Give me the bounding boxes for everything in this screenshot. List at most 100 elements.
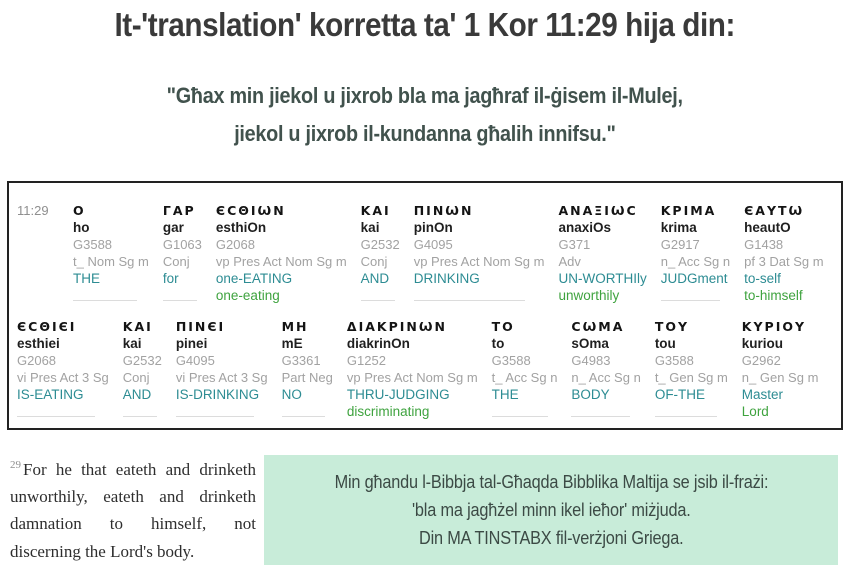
strongs-number: G1063 xyxy=(162,237,202,252)
gloss-primary: BODY xyxy=(571,387,610,402)
gloss-primary: for xyxy=(162,271,179,286)
entry-underline xyxy=(571,403,631,417)
greek-word: ΔΙΑΚΡΙΝѠΝ xyxy=(346,319,447,334)
greek-word: ЄСΘΙѠΝ xyxy=(215,203,286,218)
interlinear-entry: ΑΝΑΞΙѠС anaxiOs G371 Adv UN-WORTHIly unw… xyxy=(558,202,646,304)
entry-underline xyxy=(73,287,138,301)
parsing-code: pf 3 Dat Sg m xyxy=(744,254,824,269)
kjv-verse-number: 29 xyxy=(10,459,21,472)
gloss-primary: Master xyxy=(741,387,784,402)
gloss-secondary: one-eating xyxy=(215,288,280,303)
entry-underline xyxy=(413,287,525,301)
entry-underline xyxy=(660,287,720,301)
strongs-number: G2962 xyxy=(741,353,781,368)
interlinear-entry: ΠΙΝЄΙ pinei G4095 vi Pres Act 3 Sg IS-DR… xyxy=(175,318,268,417)
greek-word: ΓΑΡ xyxy=(162,203,196,218)
gloss-primary: THRU-JUDGING xyxy=(346,387,450,402)
strongs-number: G4983 xyxy=(571,353,611,368)
kjv-quote: 29 For he that eateth and drinketh unwort… xyxy=(10,456,256,565)
parsing-code: vp Pres Act Nom Sg m xyxy=(346,370,478,385)
interlinear-entry: ЄΑΥΤѠ heautO G1438 pf 3 Dat Sg m to-self… xyxy=(744,202,823,304)
note-line-1: Min għandu l-Bibbja tal-Għaqda Bibblika … xyxy=(334,471,768,492)
greek-word: ΚΡΙΜΑ xyxy=(660,203,717,218)
gloss-primary: THE xyxy=(491,387,519,402)
interlinear-row-1: 11:29 Ο ho G3588 t_ Nom Sg m THE ΓΑΡ gar… xyxy=(17,202,835,304)
transliteration: heautO xyxy=(744,220,791,235)
verse-reference: 11:29 xyxy=(17,203,49,218)
entry-underline xyxy=(17,403,95,417)
parsing-code: Conj xyxy=(162,254,190,269)
note-line-3: Din MA TINSTABX fil-verżjoni Griega. xyxy=(418,527,684,548)
interlinear-entry: ЄСΘΙѠΝ esthiOn G2068 vp Pres Act Nom Sg … xyxy=(216,202,347,304)
parsing-code: Part Neg xyxy=(281,370,333,385)
greek-word: СѠΜΑ xyxy=(571,319,625,334)
parsing-code: n_ Acc Sg n xyxy=(571,370,641,385)
gloss-primary: to-self xyxy=(744,271,781,286)
interlinear-entry: ΚΡΙΜΑ krima G2917 n_ Acc Sg n JUDGment xyxy=(660,202,731,301)
maltese-note-box: Min għandu l-Bibbja tal-Għaqda Bibblika … xyxy=(264,455,838,565)
strongs-number: G1438 xyxy=(744,237,784,252)
gloss-primary: IS-EATING xyxy=(17,387,84,402)
gloss-primary: THE xyxy=(73,271,100,286)
transliteration: mE xyxy=(281,336,303,351)
parsing-code: Conj xyxy=(360,254,388,269)
transliteration: esthiOn xyxy=(215,220,267,235)
gloss-primary: JUDGment xyxy=(660,271,728,286)
gloss-primary: IS-DRINKING xyxy=(175,387,260,402)
greek-word: ΚΥΡΙΟΥ xyxy=(741,319,807,334)
strongs-number: G3588 xyxy=(73,237,113,252)
transliteration: pinOn xyxy=(413,220,453,235)
strongs-number: G2068 xyxy=(215,237,255,252)
entry-underline xyxy=(360,287,395,301)
gloss-secondary: discriminating xyxy=(346,404,430,419)
entry-underline xyxy=(491,403,548,417)
parsing-code: Conj xyxy=(122,370,150,385)
greek-word: ΚΑΙ xyxy=(122,319,153,334)
interlinear-entry: ΔΙΑΚΡΙΝѠΝ diakrinOn G1252 vp Pres Act No… xyxy=(347,318,478,420)
transliteration: ho xyxy=(73,220,90,235)
entry-underline xyxy=(175,403,254,417)
entry-underline xyxy=(122,403,157,417)
parsing-code: t_ Acc Sg n xyxy=(491,370,558,385)
strongs-number: G2532 xyxy=(360,237,400,252)
parsing-code: n_ Acc Sg n xyxy=(660,254,731,269)
entry-underline xyxy=(654,403,717,417)
subtitle-line-1: "Għax min jiekol u jixrob bla ma jagħraf… xyxy=(166,83,684,108)
interlinear-entry: ΚΑΙ kai G2532 Conj AND xyxy=(360,202,400,301)
gloss-primary: UN-WORTHIly xyxy=(558,271,647,286)
entry-underline xyxy=(162,287,197,301)
interlinear-entry: ЄСΘΙЄΙ esthiei G2068 vi Pres Act 3 Sg IS… xyxy=(17,318,109,417)
transliteration: krima xyxy=(660,220,697,235)
greek-word: ΠΙΝЄΙ xyxy=(175,319,226,334)
greek-word: ΠΙΝѠΝ xyxy=(413,203,474,218)
transliteration: kai xyxy=(360,220,380,235)
strongs-number: G4095 xyxy=(413,237,453,252)
transliteration: esthiei xyxy=(17,336,60,351)
strongs-number: G2532 xyxy=(122,353,162,368)
strongs-number: G1252 xyxy=(346,353,386,368)
greek-word: ΚΑΙ xyxy=(360,203,391,218)
transliteration: anaxiOs xyxy=(558,220,612,235)
transliteration: kuriou xyxy=(741,336,784,351)
transliteration: kai xyxy=(122,336,142,351)
transliteration: gar xyxy=(162,220,184,235)
parsing-code: Adv xyxy=(558,254,581,269)
strongs-number: G3588 xyxy=(654,353,694,368)
parsing-code: vp Pres Act Nom Sg m xyxy=(215,254,347,269)
subtitle-line-2: jiekol u jixrob il-kundanna għalih innif… xyxy=(234,121,616,146)
interlinear-entry: ΓΑΡ gar G1063 Conj for xyxy=(162,202,202,301)
gloss-primary: OF-THE xyxy=(654,387,706,402)
entry-underline xyxy=(281,403,326,417)
interlinear-entry: ΚΑΙ kai G2532 Conj AND xyxy=(122,318,162,417)
gloss-secondary: unworthily xyxy=(558,288,620,303)
gloss-primary: AND xyxy=(122,387,152,402)
gloss-primary: DRINKING xyxy=(413,271,480,286)
transliteration: pinei xyxy=(175,336,208,351)
greek-word: ЄСΘΙЄΙ xyxy=(17,319,77,334)
gloss-primary: NO xyxy=(281,387,302,402)
transliteration: diakrinOn xyxy=(346,336,410,351)
gloss-secondary: Lord xyxy=(741,404,769,419)
strongs-number: G2068 xyxy=(17,353,57,368)
parsing-code: t_ Nom Sg m xyxy=(73,254,149,269)
